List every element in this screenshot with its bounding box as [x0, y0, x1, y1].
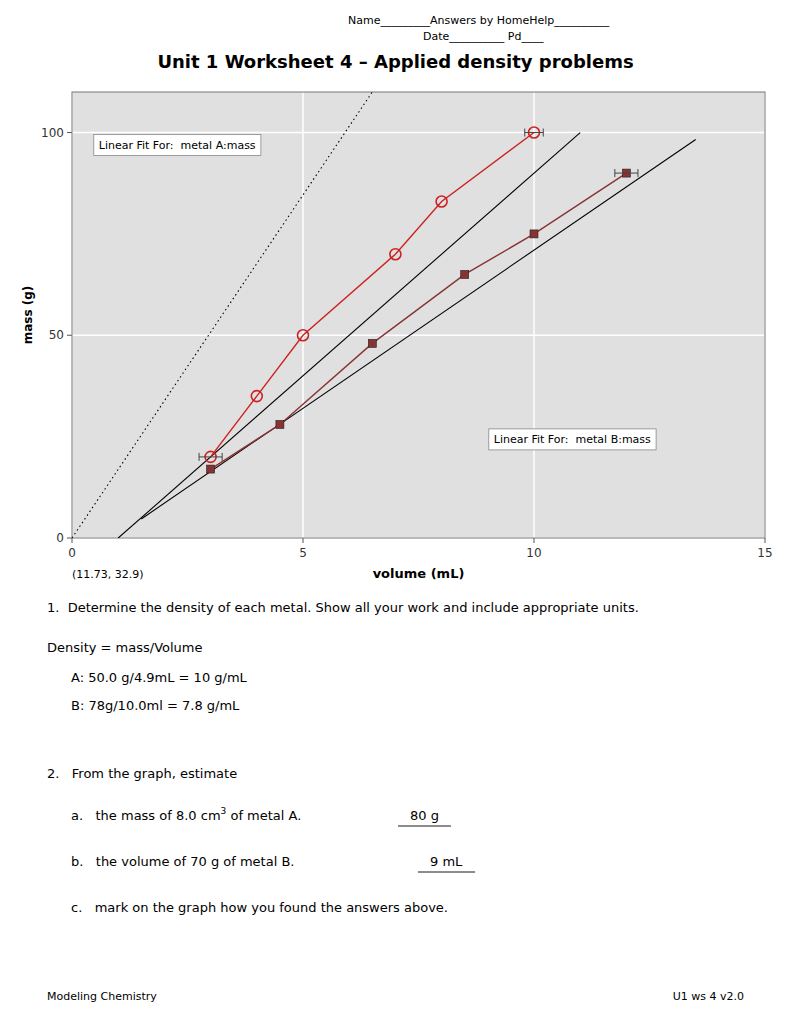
- background: [0, 0, 791, 1024]
- point-square: [276, 420, 284, 428]
- question: 2. From the graph, estimate: [47, 766, 237, 781]
- header-name: Name_________Answers by HomeHelp________…: [348, 14, 610, 27]
- point-circle: [251, 391, 262, 402]
- answer: 9 mL: [430, 854, 463, 869]
- tick-x: [303, 538, 304, 543]
- tick-label-y: 50: [49, 328, 64, 342]
- fit-line: [118, 133, 580, 538]
- footer-right: U1 ws 4 v2.0: [673, 990, 744, 1003]
- header-date: Date__________ Pd____: [423, 30, 544, 43]
- point-square: [530, 230, 538, 238]
- tick-x: [72, 538, 73, 543]
- fit-label: Linear Fit For: metal A:mass: [94, 135, 261, 156]
- grid: [72, 92, 765, 538]
- question-part: c. mark on the graph how you found the a…: [71, 900, 448, 915]
- page: Name_________Answers by HomeHelp________…: [0, 0, 791, 1024]
- footer-left: Modeling Chemistry: [47, 990, 157, 1003]
- point-square: [461, 270, 469, 278]
- fit-label-text: Linear Fit For: metal B:mass: [494, 433, 651, 446]
- point-square: [207, 465, 215, 473]
- work-line: A: 50.0 g/4.9mL = 10 g/mL: [71, 670, 248, 685]
- fit-label: Linear Fit For: metal B:mass: [489, 429, 656, 450]
- point-square: [368, 339, 376, 347]
- grid-line-y: [72, 335, 765, 337]
- question: 1. Determine the density of each metal. …: [47, 600, 639, 615]
- plot-annotation: (11.73, 32.9): [72, 568, 144, 581]
- fit-line: [141, 139, 695, 519]
- error-bar: [615, 169, 638, 177]
- tick-label-x: 10: [526, 546, 541, 560]
- answer-underline: [418, 872, 475, 873]
- error-bar: [199, 453, 222, 461]
- grid-line-y: [72, 132, 765, 134]
- question-part: a. the mass of 8.0 cm3 of metal A.: [71, 806, 301, 823]
- point-circle: [298, 330, 309, 341]
- tick-y: [67, 538, 72, 539]
- error-bar: [525, 129, 543, 137]
- dotted-line: [72, 92, 372, 538]
- title: Unit 1 Worksheet 4 – Applied density pro…: [157, 51, 633, 72]
- question-text: a. the mass of 8.0 cm: [71, 808, 221, 823]
- grid-line-x: [302, 92, 304, 538]
- tick-label-x: 5: [299, 546, 307, 560]
- tick-y: [67, 132, 72, 133]
- tick-y: [67, 335, 72, 336]
- x-axis-label: volume (mL): [373, 566, 465, 581]
- grid-line-x: [533, 92, 535, 538]
- tick-label-x: 15: [757, 546, 772, 560]
- tick-x: [534, 538, 535, 543]
- tick-label-x: 0: [68, 546, 76, 560]
- data-line: [211, 173, 627, 469]
- fit-label-text: Linear Fit For: metal A:mass: [99, 139, 256, 152]
- question-part: b. the volume of 70 g of metal B.: [71, 854, 294, 869]
- y-axis-label: mass (g): [21, 286, 35, 345]
- tick-label-y: 0: [56, 531, 64, 545]
- data-line: [211, 133, 534, 457]
- plot-data: [72, 92, 696, 538]
- plot-frame: [72, 92, 765, 538]
- point-circle: [436, 196, 447, 207]
- answer-underline: [398, 826, 451, 827]
- point-circle: [390, 249, 401, 260]
- plot-background: [72, 92, 765, 538]
- tick-label-y: 100: [41, 126, 64, 140]
- work-line: Density = mass/Volume: [47, 640, 203, 655]
- fit-label-box: [489, 429, 656, 450]
- question-text: of metal A.: [226, 808, 301, 823]
- tick-x: [765, 538, 766, 543]
- fit-label-box: [94, 135, 261, 156]
- work-line: B: 78g/10.0ml = 7.8 g/mL: [71, 698, 240, 713]
- answer: 80 g: [410, 808, 439, 823]
